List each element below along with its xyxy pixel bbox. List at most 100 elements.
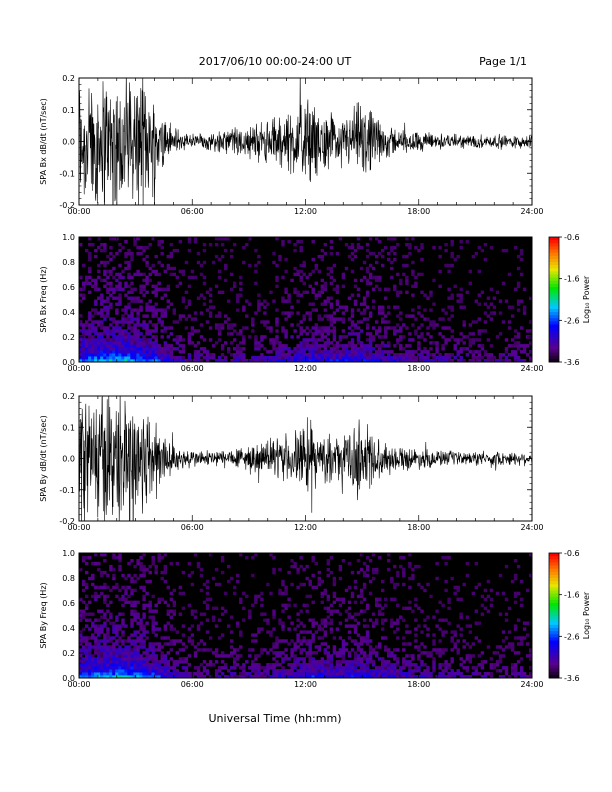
- spectrogram-cell: [350, 308, 355, 312]
- spectrogram-cell: [196, 561, 201, 566]
- spectrogram-cell: [100, 666, 104, 670]
- spectrogram-cell: [269, 338, 273, 342]
- spectrogram-cell: [426, 332, 430, 336]
- spectrogram-cell: [181, 272, 186, 277]
- spectrogram-cell: [154, 284, 158, 288]
- colorbar-segment: [549, 659, 559, 663]
- spectrogram-cell: [245, 672, 249, 676]
- spectrogram-cell: [359, 666, 364, 670]
- spectrogram-cell: [371, 648, 376, 652]
- spectrogram-cell: [193, 317, 198, 321]
- spectrogram-cell: [399, 359, 403, 362]
- spectrogram-cell: [157, 240, 161, 244]
- spectrogram-cell: [381, 618, 385, 622]
- spectrogram-cell: [516, 254, 521, 259]
- spectrogram-cell: [169, 639, 173, 643]
- spectrogram-cell: [148, 672, 152, 676]
- spectrogram-cell: [293, 675, 297, 678]
- spectrogram-cell: [127, 672, 131, 676]
- spectrogram-cell: [353, 344, 358, 348]
- spectrogram-cell: [263, 311, 267, 315]
- spectrogram-cell: [519, 666, 524, 670]
- spectrogram-cell: [118, 588, 122, 593]
- spectrogram-cell: [157, 642, 161, 646]
- spectrogram-cell: [130, 621, 134, 625]
- spectrogram-cell: [85, 341, 89, 345]
- spectrogram-cell: [148, 654, 152, 658]
- spectrogram-cell: [468, 350, 472, 354]
- spectrogram-cell: [145, 347, 149, 351]
- spectrogram-cell: [184, 660, 189, 664]
- spectrogram-cell: [326, 356, 330, 360]
- spectrogram-cell: [112, 338, 116, 342]
- spectrogram-cell: [396, 305, 400, 309]
- spectrogram-cell: [371, 326, 376, 330]
- spectrogram-cell: [296, 356, 300, 360]
- spectrogram-cell: [121, 594, 125, 599]
- spectrogram-cell: [85, 657, 89, 661]
- spectrogram-cell: [314, 296, 318, 300]
- spectrogram-cell: [127, 353, 131, 357]
- spectrogram-cell: [118, 597, 122, 601]
- spectrogram-cell: [154, 269, 158, 274]
- spectrogram-cell: [426, 296, 430, 300]
- spectrogram-cell: [169, 591, 173, 596]
- spectrogram-cell: [356, 657, 361, 661]
- spectrogram-cell: [199, 359, 204, 362]
- spectrogram-cell: [456, 639, 460, 643]
- spectrogram-cell: [368, 341, 373, 345]
- spectrogram-cell: [251, 666, 255, 670]
- spectrogram-cell: [299, 245, 303, 250]
- spectrogram-cell: [139, 627, 143, 631]
- spectrogram-cell: [139, 573, 143, 578]
- spectrogram-cell: [426, 669, 430, 673]
- spectrogram-cell: [172, 308, 176, 312]
- spectrogram-cell: [109, 302, 113, 306]
- spectrogram-cell: [332, 317, 337, 321]
- spectrogram-cell: [371, 672, 376, 676]
- spectrogram-cell: [353, 639, 358, 643]
- spectrogram-cell: [326, 559, 330, 563]
- spectrogram-cell: [187, 654, 192, 658]
- spectrogram-cell: [127, 359, 131, 362]
- spectrogram-cell: [175, 675, 179, 678]
- spectrogram-cell: [224, 263, 228, 268]
- spectrogram-cell: [263, 347, 267, 351]
- spectrogram-cell: [109, 251, 113, 256]
- spectrogram-cell: [115, 669, 119, 673]
- spectrogram-cell: [142, 624, 146, 628]
- spectrogram-cell: [281, 347, 285, 351]
- spectrogram-cell: [311, 332, 315, 336]
- spectrogram-cell: [220, 660, 225, 664]
- spectrogram-cell: [474, 561, 478, 566]
- spectrogram-cell: [362, 317, 367, 321]
- spectrogram-cell: [510, 672, 515, 676]
- spectrogram-cell: [378, 356, 382, 360]
- spectrogram-cell: [214, 254, 219, 259]
- spectrogram-cell: [145, 302, 149, 306]
- spectrogram-cell: [447, 666, 451, 670]
- spectrogram-cell: [115, 615, 119, 619]
- spectrogram-cell: [136, 660, 140, 664]
- spectrogram-cell: [444, 263, 448, 268]
- spectrogram-cell: [79, 347, 83, 351]
- spectrogram-cell: [393, 582, 397, 587]
- spectrogram-cell: [375, 645, 379, 649]
- colorbar-tick-label: -0.6: [564, 549, 580, 558]
- colorbar-segment: [549, 603, 559, 607]
- spectrogram-cell: [124, 320, 128, 324]
- spectrogram-cell: [402, 657, 406, 661]
- spectrogram-cell: [411, 609, 415, 613]
- spectrogram-cell: [230, 576, 234, 581]
- colorbar-segment: [549, 349, 559, 354]
- spectrogram-cell: [157, 597, 161, 601]
- y-tick-label: 0.2: [62, 333, 75, 342]
- spectrogram-cell: [163, 579, 167, 584]
- spectrogram-cell: [308, 302, 312, 306]
- spectrogram-cell: [124, 281, 128, 285]
- spectrogram-cell: [142, 564, 146, 569]
- spectrogram-cell: [314, 353, 318, 357]
- spectrogram-cell: [118, 672, 122, 676]
- spectrogram-cell: [438, 618, 442, 622]
- spectrogram-cell: [362, 651, 367, 655]
